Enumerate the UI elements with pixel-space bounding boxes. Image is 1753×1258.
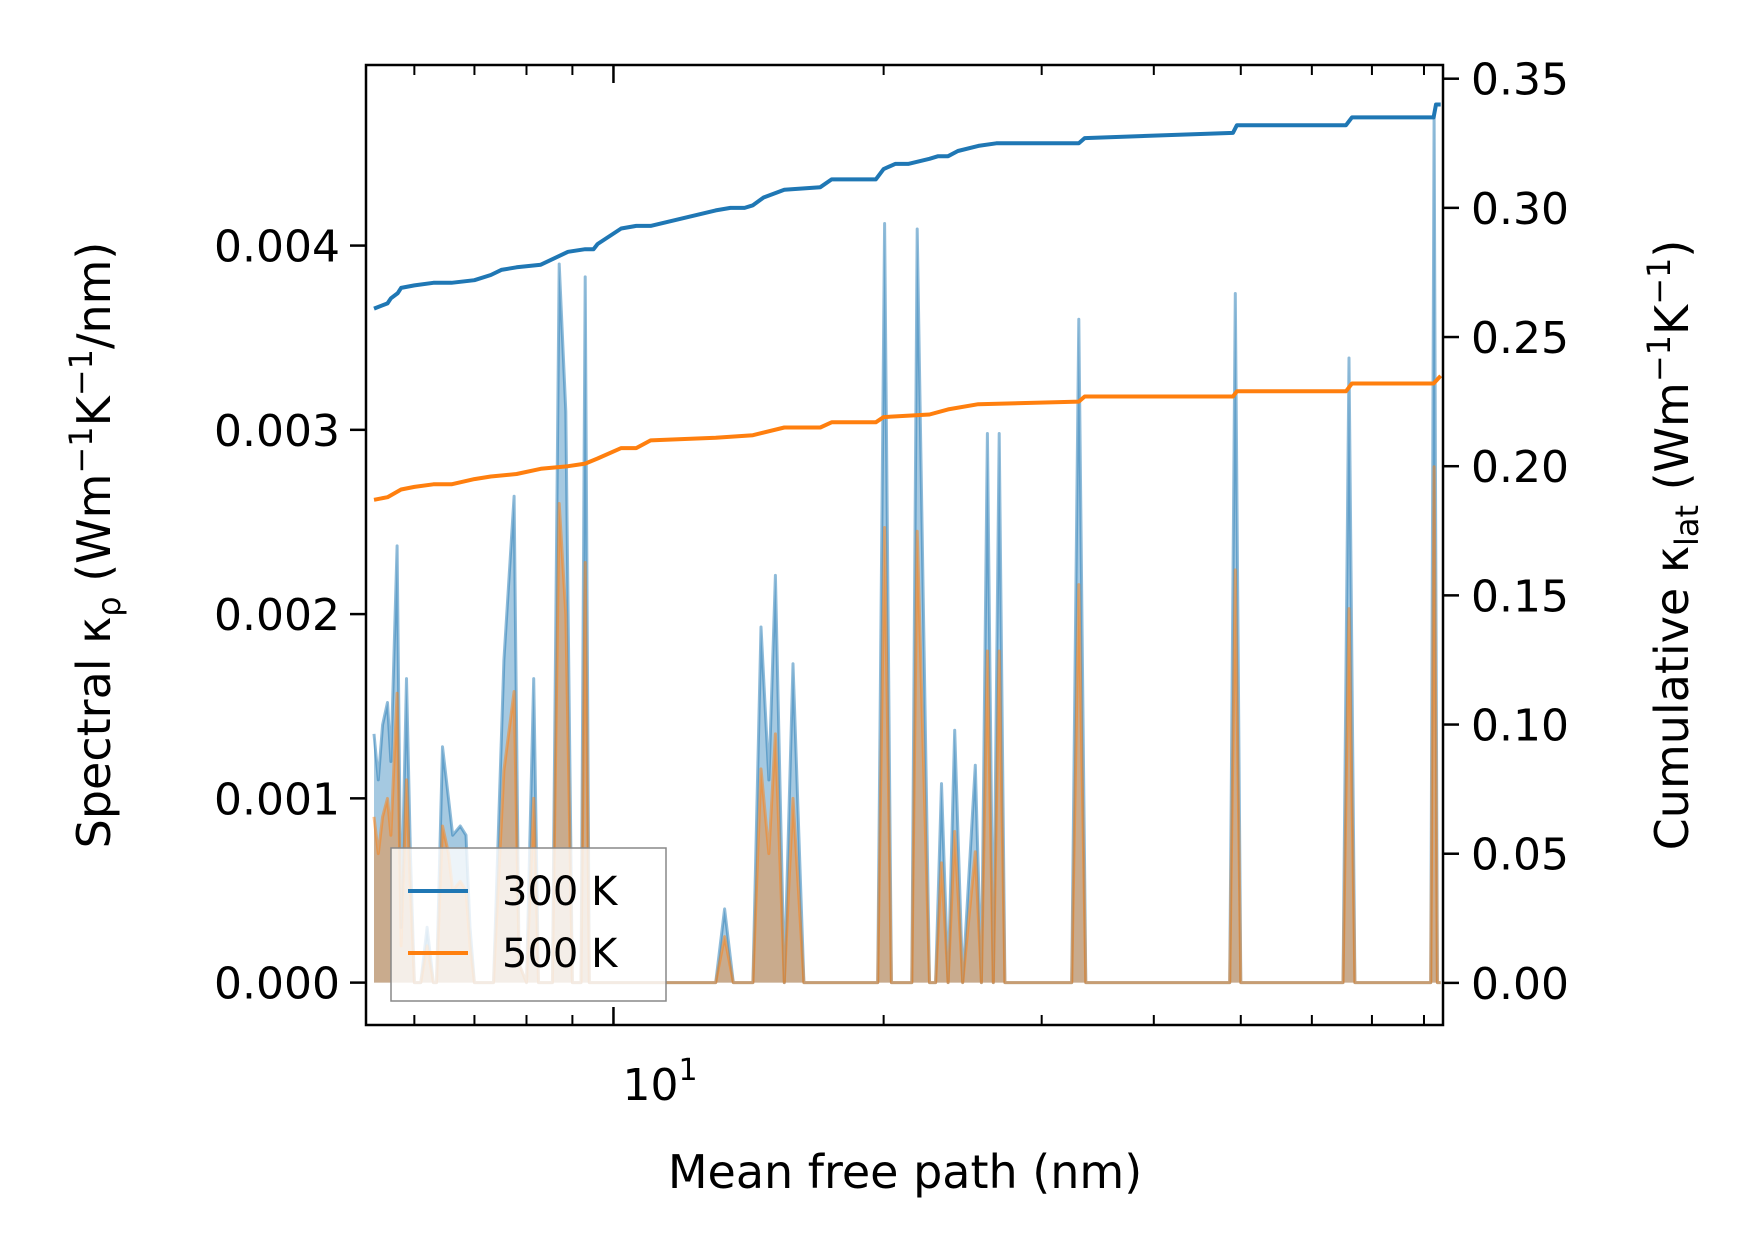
x-axis-ticks [413, 65, 1425, 1025]
left-y-axis-title: Spectral κρ (Wm−1K−1/nm) [62, 242, 128, 849]
right-y-tick-label: 0.10 [1471, 701, 1569, 752]
left-y-axis-ticks: 0.000 0.001 0.002 0.003 0.004 [214, 222, 366, 1010]
cumulative-line-300k [373, 102, 1441, 311]
cumulative-line-500k [373, 374, 1443, 502]
right-y-tick-label: 0.35 [1471, 55, 1569, 106]
right-y-tick-label: 0.00 [1471, 959, 1569, 1010]
plot-frame [364, 63, 1445, 1027]
right-y-tick-label: 0.30 [1471, 184, 1569, 235]
left-y-tick-label: 0.003 [214, 406, 340, 457]
legend: 300 K 500 K [390, 847, 667, 1002]
right-y-tick-label: 0.25 [1471, 313, 1569, 364]
legend-label-500k: 500 K [502, 931, 619, 977]
right-y-axis-ticks: 0.00 0.05 0.10 0.15 0.20 0.25 0.30 0.35 [1443, 55, 1569, 1010]
legend-box [390, 847, 667, 1002]
right-y-axis-title: Cumulative κlat (Wm−1K−1) [1640, 240, 1706, 851]
x-tick-label-10: 101 [622, 1053, 697, 1111]
right-y-tick-label: 0.05 [1471, 830, 1569, 881]
left-y-tick-label: 0.001 [214, 774, 340, 825]
right-y-tick-label: 0.20 [1471, 442, 1569, 493]
right-y-tick-label: 0.15 [1471, 571, 1569, 622]
x-axis-title: Mean free path (nm) [668, 1145, 1142, 1199]
left-y-tick-label: 0.000 [214, 959, 340, 1010]
left-y-tick-label: 0.002 [214, 590, 340, 641]
cumulative-layer [373, 102, 1443, 502]
legend-label-300k: 300 K [502, 869, 619, 915]
left-y-tick-label: 0.004 [214, 222, 340, 273]
